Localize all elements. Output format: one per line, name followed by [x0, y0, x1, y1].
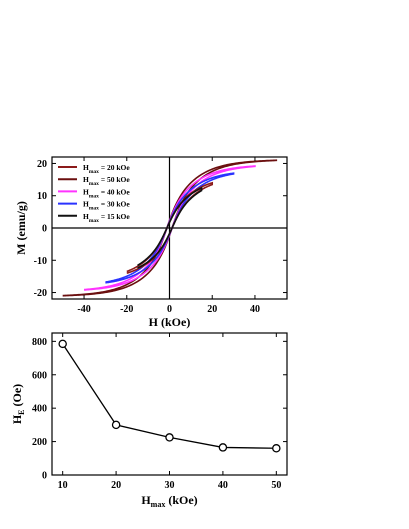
y-tick-label: 10	[37, 191, 47, 202]
he-data-point	[272, 444, 281, 453]
he-data-point	[58, 339, 67, 349]
legend-label: Hmax = 30 kOe	[83, 200, 130, 212]
he-data-point	[111, 420, 121, 430]
legend-label: Hmax = 50 kOe	[83, 175, 130, 187]
x-tick-label: 40	[250, 304, 260, 315]
plot-frame	[51, 332, 288, 476]
he-series-line	[62, 343, 277, 449]
x-tick-label: -20	[120, 304, 133, 315]
loop-series-line	[137, 186, 203, 269]
hysteresis-chart: -40 -20 0 20 40 -20 -10 0 10 20 H (kOe) M (emu/g) Hm…	[14, 156, 288, 329]
y-tick-label: 0	[42, 471, 47, 482]
x-tick-label: -40	[77, 304, 90, 315]
y-tick-label: 20	[37, 159, 47, 170]
y-tick-label: 0	[42, 224, 47, 235]
legend-label: Hmax = 15 kOe	[83, 212, 130, 224]
x-tick-label: 20	[111, 480, 121, 491]
y-tick-label: 400	[32, 404, 47, 415]
x-tick-label: 40	[218, 480, 228, 491]
he-data-point	[165, 433, 174, 442]
y-tick-label: 800	[32, 337, 47, 348]
y-axis-title: M (emu/g)	[14, 201, 28, 255]
y-tick-label: 600	[32, 370, 47, 381]
exchange-bias-chart: 10 20 30 40 50 0 200 400 600 800 Hmax (kOe) HE (Oe)	[10, 332, 288, 509]
y-axis-title: HE (Oe)	[10, 384, 26, 424]
x-tick-label: 50	[271, 480, 281, 491]
he-data-point	[218, 443, 228, 452]
x-axis-title: H (kOe)	[149, 315, 191, 329]
x-tick-label: 10	[58, 480, 68, 491]
y-tick-label: -20	[34, 288, 47, 299]
legend-label: Hmax = 40 kOe	[83, 187, 130, 199]
y-tick-label: 200	[32, 437, 47, 448]
x-tick-label: 0	[167, 304, 172, 315]
x-axis-title: Hmax (kOe)	[141, 493, 197, 509]
x-tick-label: 30	[165, 480, 175, 491]
legend-label: Hmax = 20 kOe	[83, 163, 130, 175]
x-tick-label: 20	[207, 304, 217, 315]
y-tick-label: -10	[34, 256, 47, 267]
